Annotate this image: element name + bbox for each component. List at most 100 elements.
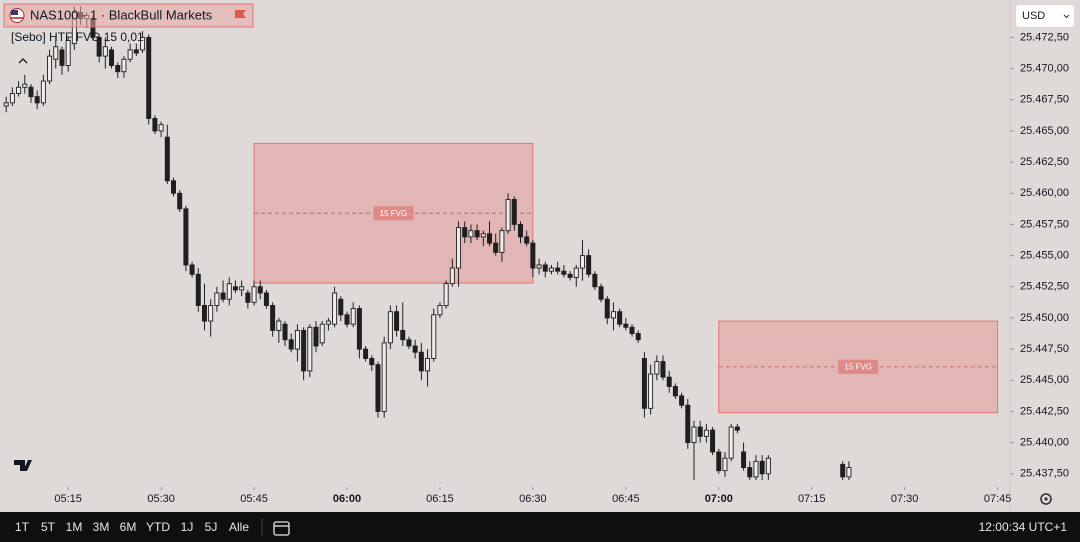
currency: USD [1022, 10, 1045, 22]
candle-body [697, 426, 703, 437]
range-button[interactable]: 5J [205, 520, 218, 534]
candle-body [753, 460, 759, 478]
candle-body [332, 292, 338, 325]
logo[interactable] [14, 460, 32, 471]
currency-select[interactable] [1016, 5, 1074, 27]
candle-body [146, 36, 152, 119]
y-tick-label: 25.445,00 [1020, 374, 1069, 386]
candle-body [499, 230, 505, 253]
range-button[interactable]: 1T [15, 520, 30, 534]
range-button[interactable]: 1J [181, 520, 194, 534]
y-tick-label: 25.452,50 [1020, 281, 1069, 293]
candle-body [629, 326, 635, 334]
candle-body [189, 264, 195, 275]
candle-body [369, 358, 375, 366]
candle-body [474, 230, 480, 238]
candle-body [294, 329, 300, 350]
candle-body [598, 286, 604, 300]
candle-body [511, 199, 517, 225]
range-button[interactable]: 6M [120, 520, 137, 534]
candle-body [437, 305, 443, 316]
candle-body [109, 49, 115, 66]
candle-body [133, 49, 139, 54]
candle-body [710, 429, 716, 453]
candle-body [536, 264, 542, 269]
y-tick-label: 25.442,50 [1020, 405, 1069, 417]
x-tick-label: 06:00 [333, 493, 361, 505]
y-tick-label: 25.457,50 [1020, 218, 1069, 230]
range-button[interactable]: Alle [229, 520, 249, 534]
candle-body [263, 292, 269, 306]
calendar-icon[interactable] [273, 521, 290, 536]
range-button[interactable]: 5T [41, 520, 56, 534]
candle-body [765, 457, 771, 475]
candle-body [319, 323, 325, 344]
fvg-label: 15 FVG [844, 362, 872, 371]
range-button[interactable]: 1M [66, 520, 83, 534]
fvg-label: 15 FVG [380, 209, 408, 218]
toolbar-background [0, 512, 1080, 542]
candle-body [685, 404, 691, 444]
flag-marker[interactable] [235, 10, 246, 18]
candle-body [542, 264, 548, 272]
collapse-icon[interactable] [18, 58, 28, 64]
x-tick-label: 05:45 [240, 493, 268, 505]
symbol-box[interactable] [3, 3, 254, 28]
candle-body [660, 361, 666, 378]
candle-body [418, 351, 424, 372]
clock[interactable]: 12:00:34 UTC+1 [979, 520, 1068, 534]
candle-body [239, 286, 245, 291]
candle-body [121, 58, 127, 73]
candle-body [102, 46, 108, 57]
x-tick-label: 07:30 [891, 493, 919, 505]
candle-body [251, 286, 257, 303]
candle-body [617, 311, 623, 325]
candle-body [431, 314, 437, 359]
candle-body [220, 292, 226, 300]
candle-body [152, 117, 158, 132]
candle-body [195, 273, 201, 306]
candle-body [387, 311, 393, 344]
candle-body [530, 242, 536, 269]
candle-body [171, 180, 176, 194]
x-tick-label: 05:15 [54, 493, 82, 505]
candle-body [672, 386, 678, 397]
candle-body [524, 236, 530, 244]
range-button[interactable]: 3M [93, 520, 110, 534]
y-tick-label: 25.462,50 [1020, 156, 1069, 168]
y-tick-label: 25.465,00 [1020, 125, 1069, 137]
candle-body [226, 283, 232, 300]
range-button[interactable]: YTD [146, 520, 170, 534]
candle-body [468, 230, 474, 238]
candle-body [747, 467, 753, 478]
settings-icon-center [1044, 497, 1048, 501]
y-tick-label: 25.472,50 [1020, 31, 1069, 43]
candle-body [728, 426, 734, 459]
candle-body [425, 358, 431, 372]
y-tick-label: 25.455,00 [1020, 249, 1069, 261]
candle-body [586, 255, 592, 275]
candle-body [270, 305, 276, 331]
candle-body [201, 305, 207, 322]
candle-body [301, 329, 307, 372]
candle-body [561, 270, 567, 275]
settings-icon[interactable] [1040, 493, 1052, 505]
candle-body [759, 460, 765, 475]
indicator-title: [Sebo] HTF FVG 15 0,01 [11, 30, 144, 44]
candle-body [208, 305, 214, 322]
candle-body [356, 308, 362, 350]
candle-body [9, 93, 15, 104]
candle-body [741, 451, 747, 468]
candle-body [840, 463, 846, 478]
candle-body [313, 326, 319, 347]
candle-body [691, 426, 697, 444]
candle-body [338, 298, 344, 316]
candle-body [548, 267, 554, 272]
candle-body [679, 395, 685, 406]
candle-body [22, 83, 28, 88]
candle-body [257, 286, 263, 294]
y-tick-label: 25.467,50 [1020, 94, 1069, 106]
candle-body [164, 136, 170, 182]
candle-body [412, 345, 418, 353]
